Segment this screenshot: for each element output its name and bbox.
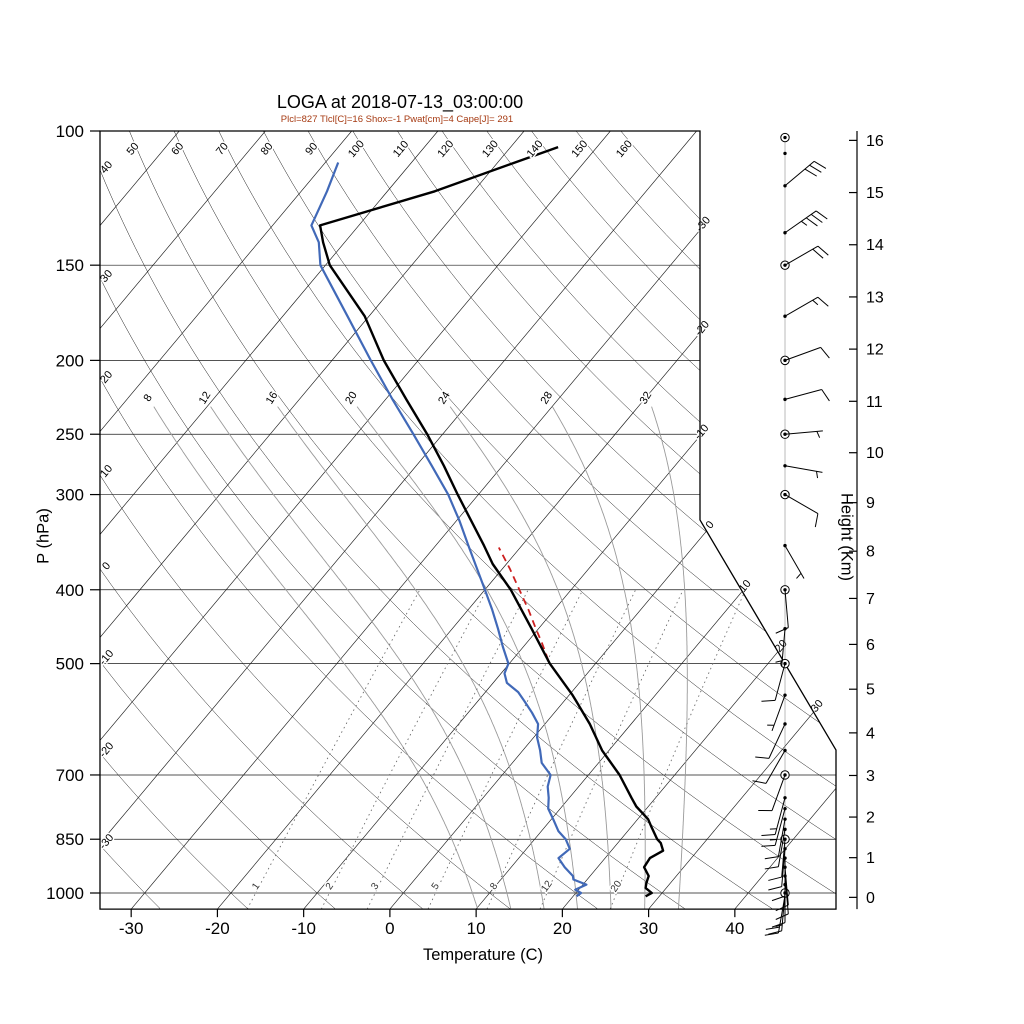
svg-text:70: 70 <box>214 141 231 158</box>
svg-text:5: 5 <box>866 682 875 699</box>
chart-title: LOGA at 2018-07-13_03:00:00 <box>276 92 524 112</box>
svg-text:7: 7 <box>866 591 875 608</box>
svg-text:6: 6 <box>866 637 875 654</box>
svg-text:12: 12 <box>197 390 214 407</box>
svg-text:20: 20 <box>98 369 115 386</box>
height-axis-title: Height (Km) <box>837 492 856 582</box>
svg-text:200: 200 <box>56 351 84 370</box>
svg-text:150: 150 <box>56 256 84 275</box>
svg-text:100: 100 <box>346 138 367 160</box>
svg-text:130: 130 <box>480 138 501 160</box>
svg-text:3: 3 <box>866 768 875 785</box>
svg-text:80: 80 <box>259 141 276 158</box>
svg-text:500: 500 <box>56 655 84 674</box>
svg-text:120: 120 <box>435 138 456 160</box>
svg-text:10: 10 <box>467 919 486 938</box>
temperature-axis-title: Temperature (C) <box>422 946 544 964</box>
svg-text:60: 60 <box>169 141 186 158</box>
svg-text:0: 0 <box>385 919 394 938</box>
svg-text:20: 20 <box>343 390 360 407</box>
svg-text:100: 100 <box>56 122 84 141</box>
svg-text:90: 90 <box>303 141 320 158</box>
svg-text:28: 28 <box>538 390 555 407</box>
svg-text:11: 11 <box>866 394 883 411</box>
svg-text:850: 850 <box>56 830 84 849</box>
svg-text:12: 12 <box>866 342 884 359</box>
svg-text:8: 8 <box>866 544 875 561</box>
svg-text:9: 9 <box>866 495 875 512</box>
svg-text:-10: -10 <box>692 422 711 442</box>
svg-text:20: 20 <box>553 919 572 938</box>
svg-text:24: 24 <box>436 390 453 407</box>
svg-text:20: 20 <box>609 878 625 894</box>
chart-subtitle: Plcl=827 Tlcl[C]=16 Shox=-1 Pwat[cm]=4 C… <box>280 114 514 125</box>
svg-text:2: 2 <box>866 810 875 827</box>
svg-text:13: 13 <box>866 289 884 306</box>
svg-text:16: 16 <box>866 133 884 150</box>
svg-text:15: 15 <box>866 185 884 202</box>
pressure-axis-title: P (hPa) <box>34 508 53 564</box>
svg-text:30: 30 <box>639 919 658 938</box>
svg-text:10: 10 <box>866 445 884 462</box>
svg-text:4: 4 <box>866 725 875 742</box>
svg-text:8: 8 <box>142 392 155 404</box>
svg-text:1: 1 <box>866 850 875 867</box>
svg-text:250: 250 <box>56 425 84 444</box>
svg-text:10: 10 <box>98 463 115 480</box>
svg-text:-20: -20 <box>205 919 230 938</box>
svg-text:700: 700 <box>56 766 84 785</box>
svg-text:-10: -10 <box>291 919 316 938</box>
svg-text:30: 30 <box>809 698 826 715</box>
svg-text:2: 2 <box>324 881 336 892</box>
svg-text:50: 50 <box>125 141 142 158</box>
svg-text:40: 40 <box>98 159 115 176</box>
svg-text:-30: -30 <box>119 919 144 938</box>
svg-text:1: 1 <box>250 881 262 892</box>
svg-text:150: 150 <box>569 138 590 160</box>
svg-text:0: 0 <box>866 890 875 907</box>
svg-text:0: 0 <box>100 560 113 572</box>
svg-text:160: 160 <box>614 138 635 160</box>
svg-text:-30: -30 <box>694 214 713 234</box>
svg-text:5: 5 <box>430 881 442 892</box>
svg-text:-20: -20 <box>693 319 712 339</box>
svg-text:3: 3 <box>369 881 381 892</box>
svg-text:30: 30 <box>98 268 115 285</box>
svg-text:110: 110 <box>391 138 411 159</box>
svg-text:300: 300 <box>56 486 84 505</box>
svg-text:40: 40 <box>725 919 744 938</box>
svg-text:1000: 1000 <box>46 884 84 903</box>
svg-text:14: 14 <box>866 237 884 254</box>
svg-text:16: 16 <box>264 390 281 407</box>
svg-text:400: 400 <box>56 581 84 600</box>
